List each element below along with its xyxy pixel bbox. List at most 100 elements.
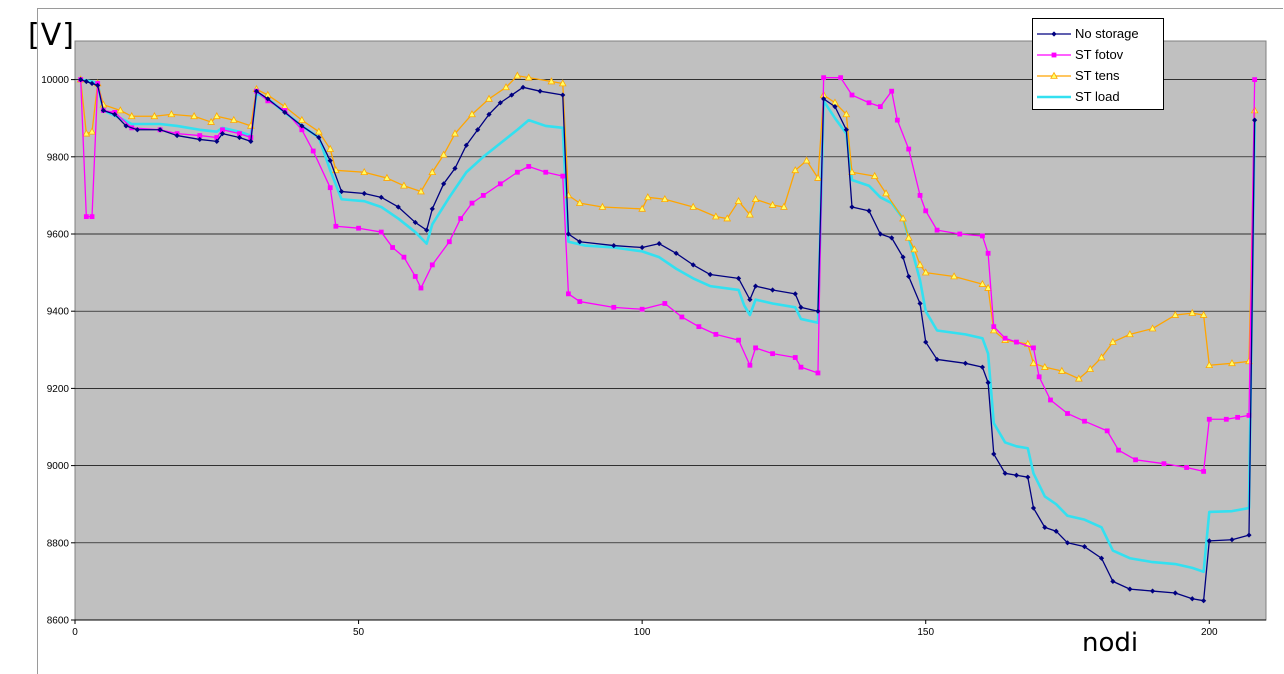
y-tick-label: 10000 [41,75,69,86]
data-point [428,168,437,176]
data-point [197,133,203,138]
data-point [566,291,571,297]
data-point [514,169,520,175]
data-point [814,173,822,181]
data-point [83,214,89,220]
data-point [1014,339,1019,345]
series-markers [76,71,1259,382]
data-point [1029,359,1038,367]
data-point [866,208,872,214]
data-point [1133,457,1138,463]
data-point [174,132,180,139]
data-point [361,190,367,197]
data-point [88,127,96,135]
data-point [1205,361,1214,369]
series-st-tens [76,71,1259,382]
data-point [89,80,95,87]
data-point [1171,310,1180,318]
data-point [1025,474,1031,480]
data-point [1149,588,1156,594]
series-markers [78,75,1258,474]
data-point [780,202,788,210]
data-point [877,104,883,110]
data-point [236,134,243,141]
data-point [248,138,254,144]
data-point [1172,590,1178,596]
data-point [1246,532,1252,538]
data-point [980,233,985,239]
data-point [338,188,345,195]
data-point [316,134,322,141]
data-point [662,301,668,306]
data-point [1013,472,1020,478]
data-point [1206,416,1212,422]
data-point [207,117,215,125]
data-point [560,92,566,98]
data-point [889,88,895,94]
data-point [1064,540,1071,546]
data-point [866,100,872,106]
data-point [378,194,384,200]
data-point [900,254,906,260]
data-point [95,82,101,88]
data-point [1188,308,1197,316]
data-point [673,250,679,256]
data-point [513,71,522,79]
data-point [1199,310,1208,318]
data-point [82,129,91,137]
data-point [429,206,435,212]
data-point [1086,364,1095,372]
legend-swatch [1037,52,1071,57]
data-point [899,214,907,222]
data-point [1252,117,1258,123]
data-point [792,291,798,297]
data-point [412,274,418,279]
data-point [214,135,220,140]
data-point [985,250,991,256]
data-point [547,77,556,85]
data-point [116,106,125,114]
data-point [1127,586,1133,592]
data-point [497,181,503,187]
data-point [934,356,940,363]
data-point [486,111,492,117]
data-point [821,75,827,81]
data-point [802,156,811,164]
legend-swatch [1037,71,1071,79]
data-point [468,110,476,118]
data-point [1223,416,1229,422]
data-point [747,297,753,303]
data-point [190,112,198,120]
y-tick-label: 8800 [47,538,70,549]
data-point [452,165,458,171]
data-point [327,185,333,191]
data-point [299,127,305,133]
x-tick-label: 200 [1201,627,1218,638]
data-point [502,83,510,91]
x-tick-label: 100 [634,627,651,638]
data-point [157,127,163,133]
data-point [575,198,584,206]
data-point [214,138,220,144]
data-point [134,127,140,133]
data-point [656,241,662,247]
data-point [1097,353,1106,361]
data-point [923,339,929,345]
data-point [1252,77,1258,82]
data-point [475,127,481,133]
data-point [910,245,919,253]
data-point [957,231,963,237]
data-point [383,173,391,181]
data-point [849,204,855,210]
data-point [689,202,698,210]
data-point [768,200,777,208]
data-point [297,115,306,123]
data-point [1108,337,1117,345]
data-point [1030,505,1037,511]
data-point [123,123,129,129]
data-point [220,127,225,133]
legend-marker [1051,30,1057,37]
data-point [451,129,459,137]
data-point [1053,528,1059,534]
data-point [713,331,719,337]
